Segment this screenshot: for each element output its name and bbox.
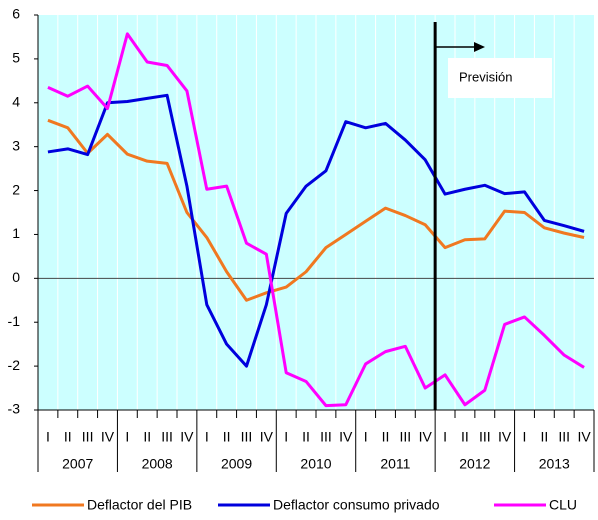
x-tick-label: II [302, 429, 310, 445]
y-tick-label: 0 [12, 269, 20, 285]
x-tick-label: III [320, 429, 332, 445]
x-tick-label: IV [180, 429, 194, 445]
x-tick-label: II [223, 429, 231, 445]
x-tick-label: I [523, 429, 527, 445]
x-tick-label: IV [577, 429, 591, 445]
year-label: 2013 [539, 456, 570, 472]
x-tick-label: II [461, 429, 469, 445]
x-tick-label: III [400, 429, 412, 445]
x-tick-label: IV [339, 429, 353, 445]
x-tick-label: III [161, 429, 173, 445]
year-label: 2009 [221, 456, 252, 472]
x-tick-label: II [64, 429, 72, 445]
y-tick-label: -1 [8, 313, 21, 329]
y-tick-label: 5 [12, 50, 20, 66]
x-tick-label: III [479, 429, 491, 445]
x-tick-label: IV [419, 429, 433, 445]
y-tick-label: -3 [8, 401, 21, 417]
y-tick-label: 1 [12, 225, 20, 241]
x-tick-label: I [364, 429, 368, 445]
y-tick-label: 4 [12, 93, 20, 109]
y-tick-label: -2 [8, 357, 21, 373]
legend-label: Deflactor del PIB [87, 497, 192, 513]
x-tick-label: I [443, 429, 447, 445]
x-tick-label: III [82, 429, 94, 445]
x-tick-label: I [284, 429, 288, 445]
x-tick-label: III [241, 429, 253, 445]
legend-label: CLU [549, 497, 577, 513]
y-tick-label: 2 [12, 181, 20, 197]
x-tick-label: II [143, 429, 151, 445]
annotation-box [448, 58, 552, 98]
year-label: 2007 [62, 456, 93, 472]
x-tick-label: I [125, 429, 129, 445]
year-label: 2012 [459, 456, 490, 472]
y-tick-label: 6 [12, 6, 20, 22]
year-label: 2008 [142, 456, 173, 472]
x-tick-label: IV [498, 429, 512, 445]
x-tick-label: IV [260, 429, 274, 445]
year-label: 2011 [380, 456, 410, 472]
x-tick-label: III [558, 429, 570, 445]
x-tick-label: IV [101, 429, 115, 445]
forecast-arrowhead [474, 42, 485, 52]
annotation: Previsión [459, 69, 512, 84]
series-line [47, 32, 585, 408]
x-tick-label: I [46, 429, 50, 445]
x-tick-label: II [540, 429, 548, 445]
legend-label: Deflactor consumo privado [273, 497, 440, 513]
series-line [47, 118, 585, 302]
x-tick-label: I [205, 429, 209, 445]
series-line [47, 93, 585, 368]
x-tick-label: II [382, 429, 390, 445]
y-tick-label: 3 [12, 137, 20, 153]
year-label: 2010 [300, 456, 331, 472]
